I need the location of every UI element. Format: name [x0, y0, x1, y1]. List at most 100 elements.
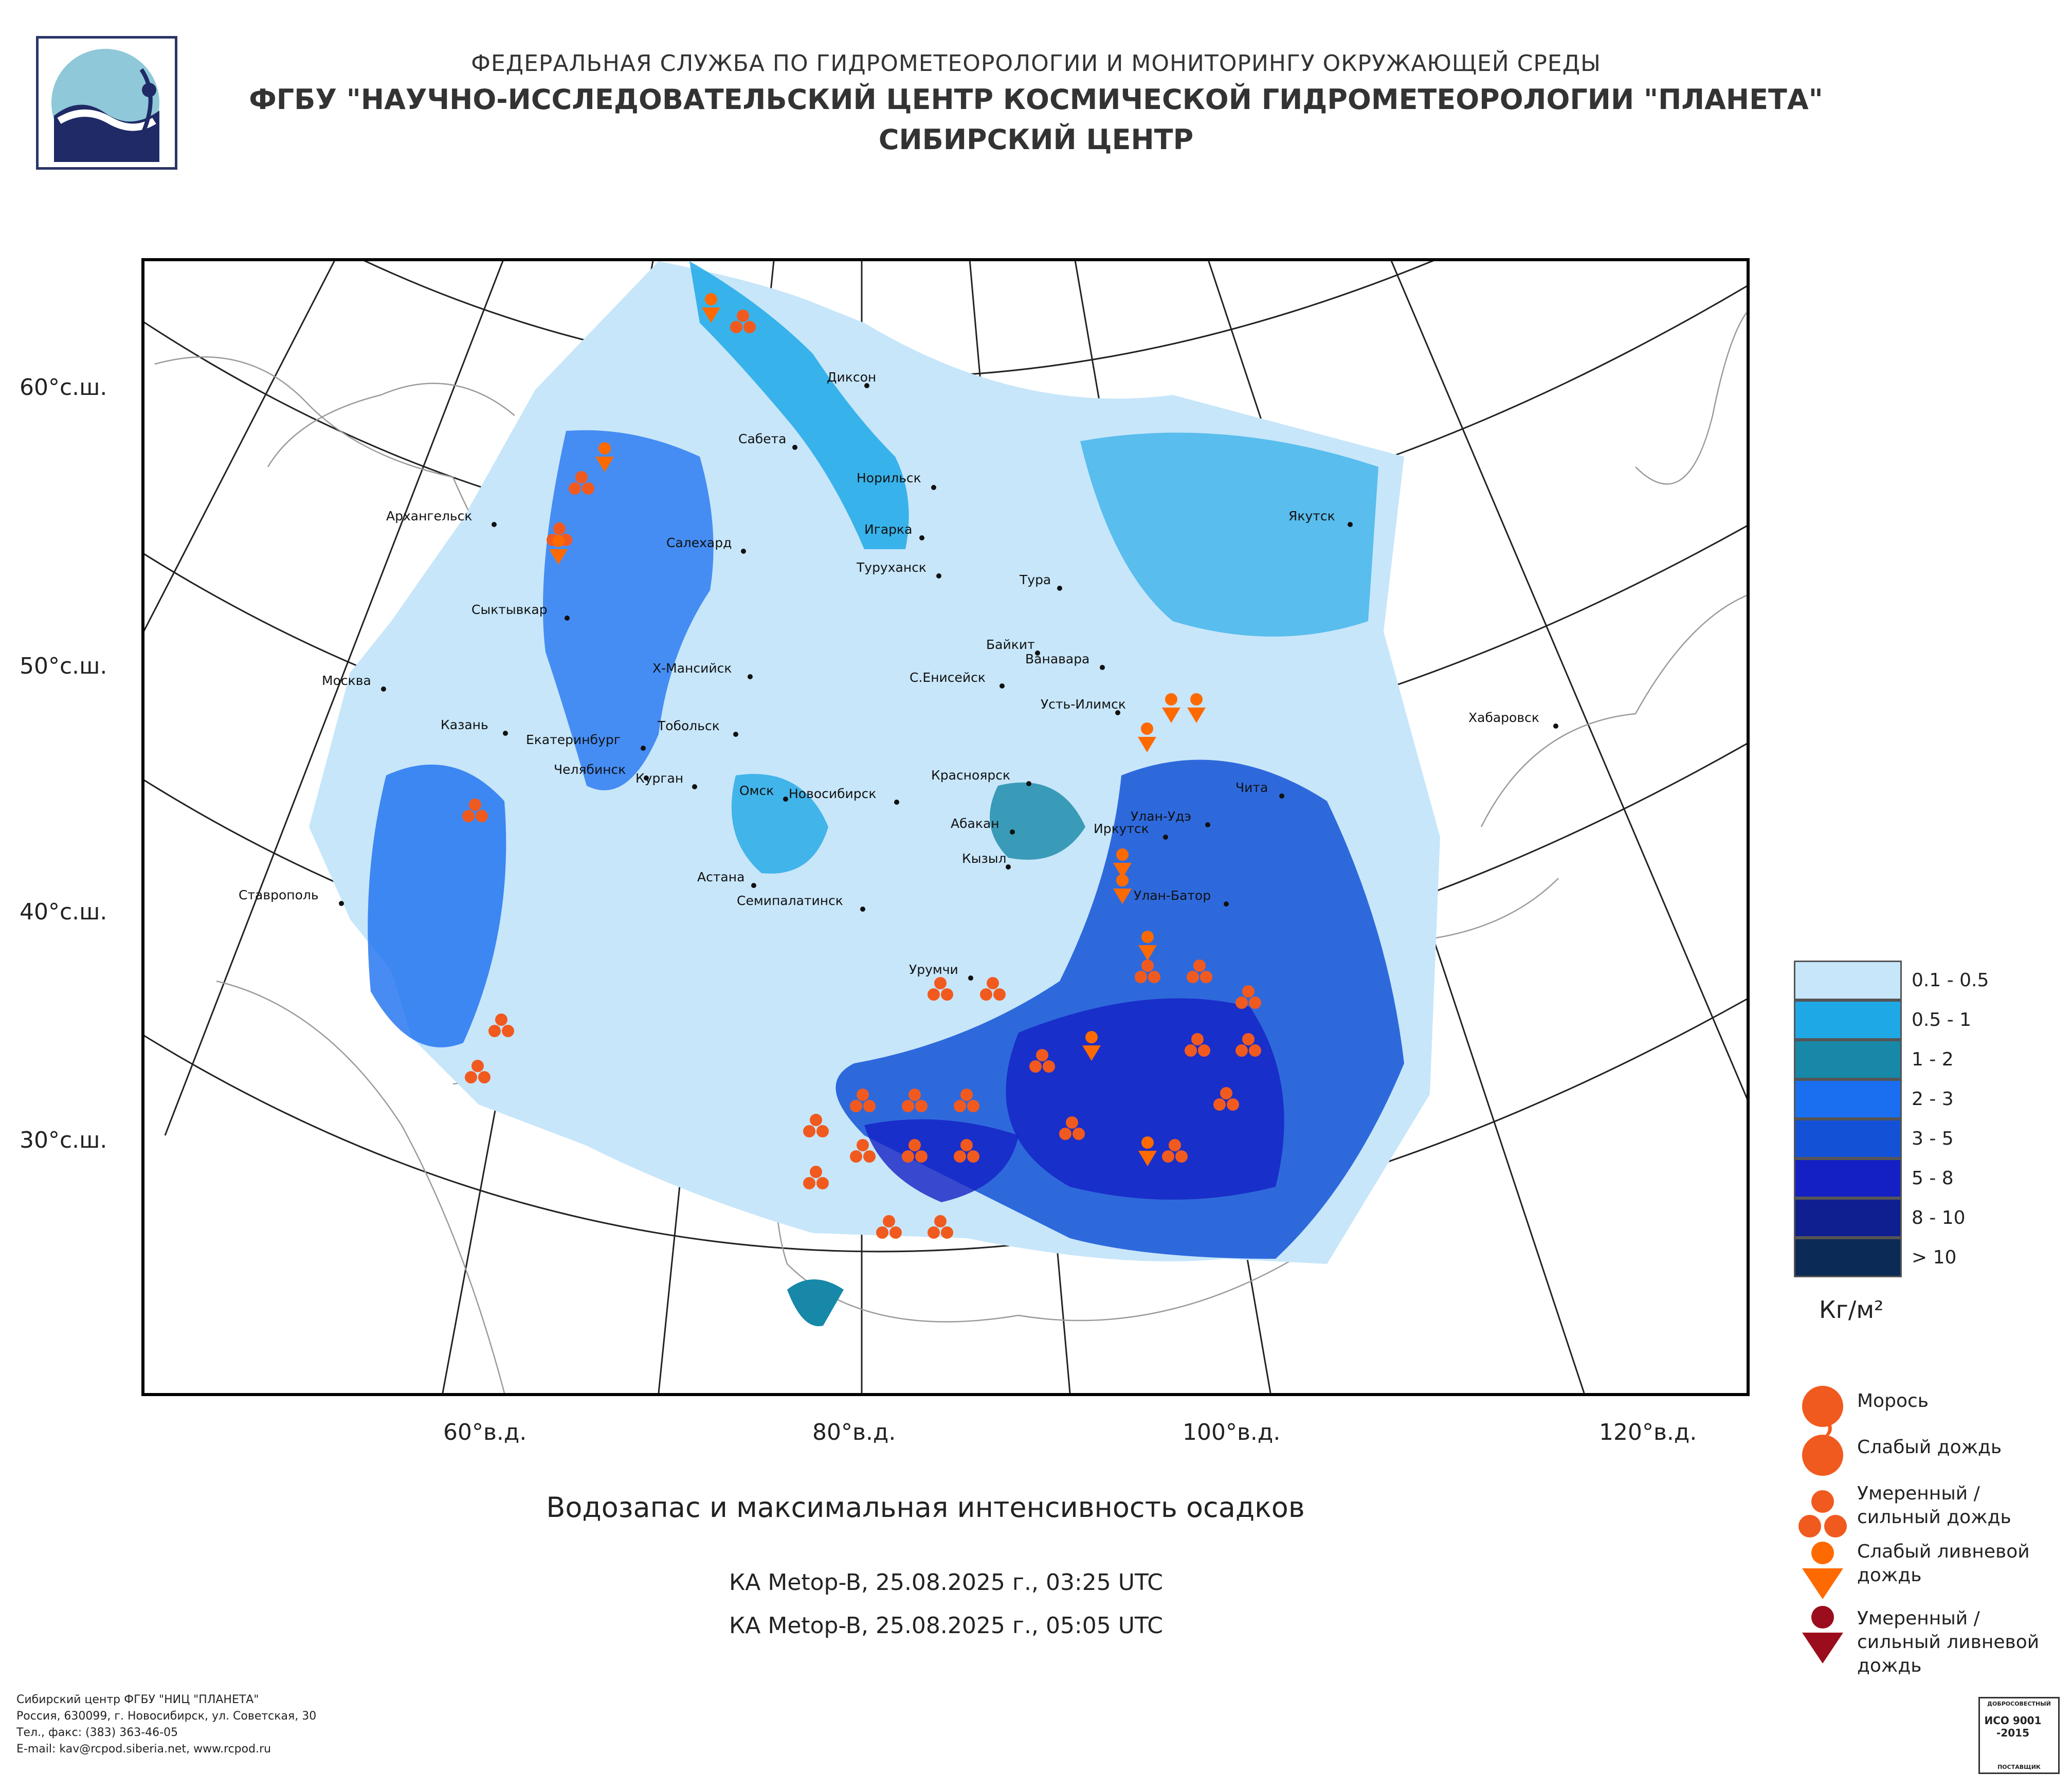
city-label: Астана [697, 870, 744, 884]
city-dot [936, 573, 941, 578]
city-dot [1035, 650, 1040, 656]
city-dot [1163, 835, 1168, 840]
moderate-rain-marker [569, 471, 594, 495]
precipitation-markers [462, 293, 1261, 1239]
light-shower-marker [1162, 693, 1180, 723]
city-dot [919, 535, 924, 540]
light-shower-marker [702, 293, 720, 323]
scale-unit: Кг/м² [1819, 1296, 1884, 1324]
legend-drizzle-label: Морось [1857, 1390, 1929, 1412]
iso-top-text: ДОБРОСОВЕСТНЫЙ [1987, 1700, 2051, 1707]
city-label: Игарка [864, 522, 912, 537]
city-dot [783, 797, 788, 802]
scale-swatch [1794, 961, 1902, 1000]
moderate-rain-marker [850, 1139, 876, 1163]
satellite-pass-1: КА Metop-B, 25.08.2025 г., 03:25 UTC [729, 1569, 1163, 1596]
iso-certification-badge: ДОБРОСОВЕСТНЫЙ ИСО 9001 -2015 ПОСТАВЩИК [1978, 1697, 2060, 1774]
moderate-rain-marker [876, 1215, 902, 1239]
city-markers: Диксон Сабета Норильск Архангельск Салехард И… [239, 370, 1558, 981]
light-shower-marker [1113, 848, 1132, 878]
light-shower-icon [1802, 1542, 1843, 1599]
city-label: Х-Мансийск [652, 661, 732, 676]
scale-swatch [1794, 1238, 1902, 1277]
city-dot [792, 445, 797, 450]
city-label: Москва [322, 673, 371, 688]
city-dot [1205, 822, 1210, 827]
map-title: Водозапас и максимальная интенсивность о… [546, 1491, 1305, 1524]
light-shower-marker [1082, 1031, 1101, 1061]
footer-address: Россия, 630099, г. Новосибирск, ул. Сове… [16, 1710, 317, 1723]
city-label: Якутск [1288, 509, 1335, 523]
city-dot [968, 975, 973, 981]
city-label: Тобольск [657, 718, 720, 733]
moderate-rain-marker [803, 1114, 829, 1137]
city-label: Усть-Илимск [1041, 697, 1126, 712]
city-label: Омск [739, 783, 774, 798]
city-label: Курган [635, 771, 683, 786]
light-shower-marker [595, 442, 614, 472]
light-shower-marker [1138, 722, 1156, 752]
lat-label-30: 30°с.ш. [20, 1127, 107, 1153]
city-dot [381, 686, 386, 692]
moderate-rain-icon [1798, 1490, 1847, 1537]
city-dot [733, 732, 738, 737]
city-dot [1224, 901, 1229, 907]
city-label: Архангельск [386, 509, 472, 523]
lon-label-100: 100°в.д. [1183, 1419, 1281, 1445]
city-label: Улан-Удэ [1131, 809, 1191, 824]
city-dot [1006, 864, 1011, 870]
moderate-rain-marker [1185, 1033, 1210, 1057]
city-dot [864, 383, 869, 388]
moderate-rain-marker [1029, 1049, 1055, 1073]
city-label: Иркутск [1094, 821, 1149, 836]
moderate-rain-marker [1162, 1139, 1188, 1163]
city-label: Норильск [857, 471, 921, 485]
city-label: Чита [1235, 780, 1268, 795]
lat-label-60: 60°с.ш. [20, 374, 107, 401]
light-rain-icon [1802, 1435, 1843, 1476]
water-content-coverage [309, 261, 1440, 1327]
city-dot [644, 775, 649, 781]
parallel-20 [144, 998, 1747, 1253]
city-label: Диксон [827, 370, 876, 385]
scale-swatch [1794, 1198, 1902, 1238]
moderate-rain-marker [488, 1014, 514, 1037]
city-label: Сабета [738, 431, 786, 446]
city-label: Улан-Батор [1134, 888, 1211, 903]
city-dot [692, 784, 697, 789]
scale-label: 0.5 - 1 [1912, 1009, 1972, 1030]
city-label: Кызыл [962, 851, 1007, 866]
lon-label-120: 120°в.д. [1599, 1419, 1697, 1445]
city-label: С.Енисейск [910, 670, 986, 685]
city-label: Новосибирск [789, 786, 877, 801]
drizzle-icon [1802, 1386, 1843, 1439]
footer-email[interactable]: E-mail: kav@rcpod.siberia.net, www.rcpod… [16, 1743, 271, 1756]
water-content-scale [1794, 961, 1902, 1279]
city-label: Ставрополь [239, 888, 319, 902]
moderate-rain-marker [1187, 960, 1212, 983]
city-dot [565, 616, 570, 621]
city-label: Ванавара [1025, 652, 1089, 666]
city-label: Сыктывкар [471, 602, 548, 617]
legend-moderate-rain-label: Умеренный / сильный дождь [1857, 1483, 2011, 1528]
precipitation-map: Диксон Сабета Норильск Архангельск Салехард И… [141, 258, 1750, 1396]
city-label: Красноярск [931, 768, 1010, 783]
lon-label-60: 60°в.д. [443, 1419, 527, 1445]
moderate-rain-marker [928, 1215, 953, 1239]
city-dot [1057, 586, 1062, 591]
satellite-pass-2: КА Metop-B, 25.08.2025 г., 05:05 UTC [729, 1613, 1163, 1639]
moderate-rain-marker [1059, 1116, 1085, 1140]
iso-standard-text: ИСО 9001 -2015 [1984, 1714, 2042, 1739]
city-dot [1553, 723, 1558, 729]
city-dot [999, 683, 1005, 689]
city-label: Тура [1019, 572, 1051, 587]
scale-label: 3 - 5 [1912, 1128, 1954, 1149]
city-label: Челябинск [554, 762, 626, 777]
footer-contacts: Сибирский центр ФГБУ "НИЦ "ПЛАНЕТА" Росс… [16, 1692, 316, 1758]
scale-label: 1 - 2 [1912, 1049, 1954, 1070]
city-dot [751, 883, 756, 888]
meridian-40 [144, 261, 335, 632]
header-center: СИБИРСКИЙ ЦЕНТР [878, 123, 1194, 156]
organization-logo [36, 36, 177, 170]
header-agency: ФЕДЕРАЛЬНАЯ СЛУЖБА ПО ГИДРОМЕТЕОРОЛОГИИ … [471, 50, 1601, 77]
